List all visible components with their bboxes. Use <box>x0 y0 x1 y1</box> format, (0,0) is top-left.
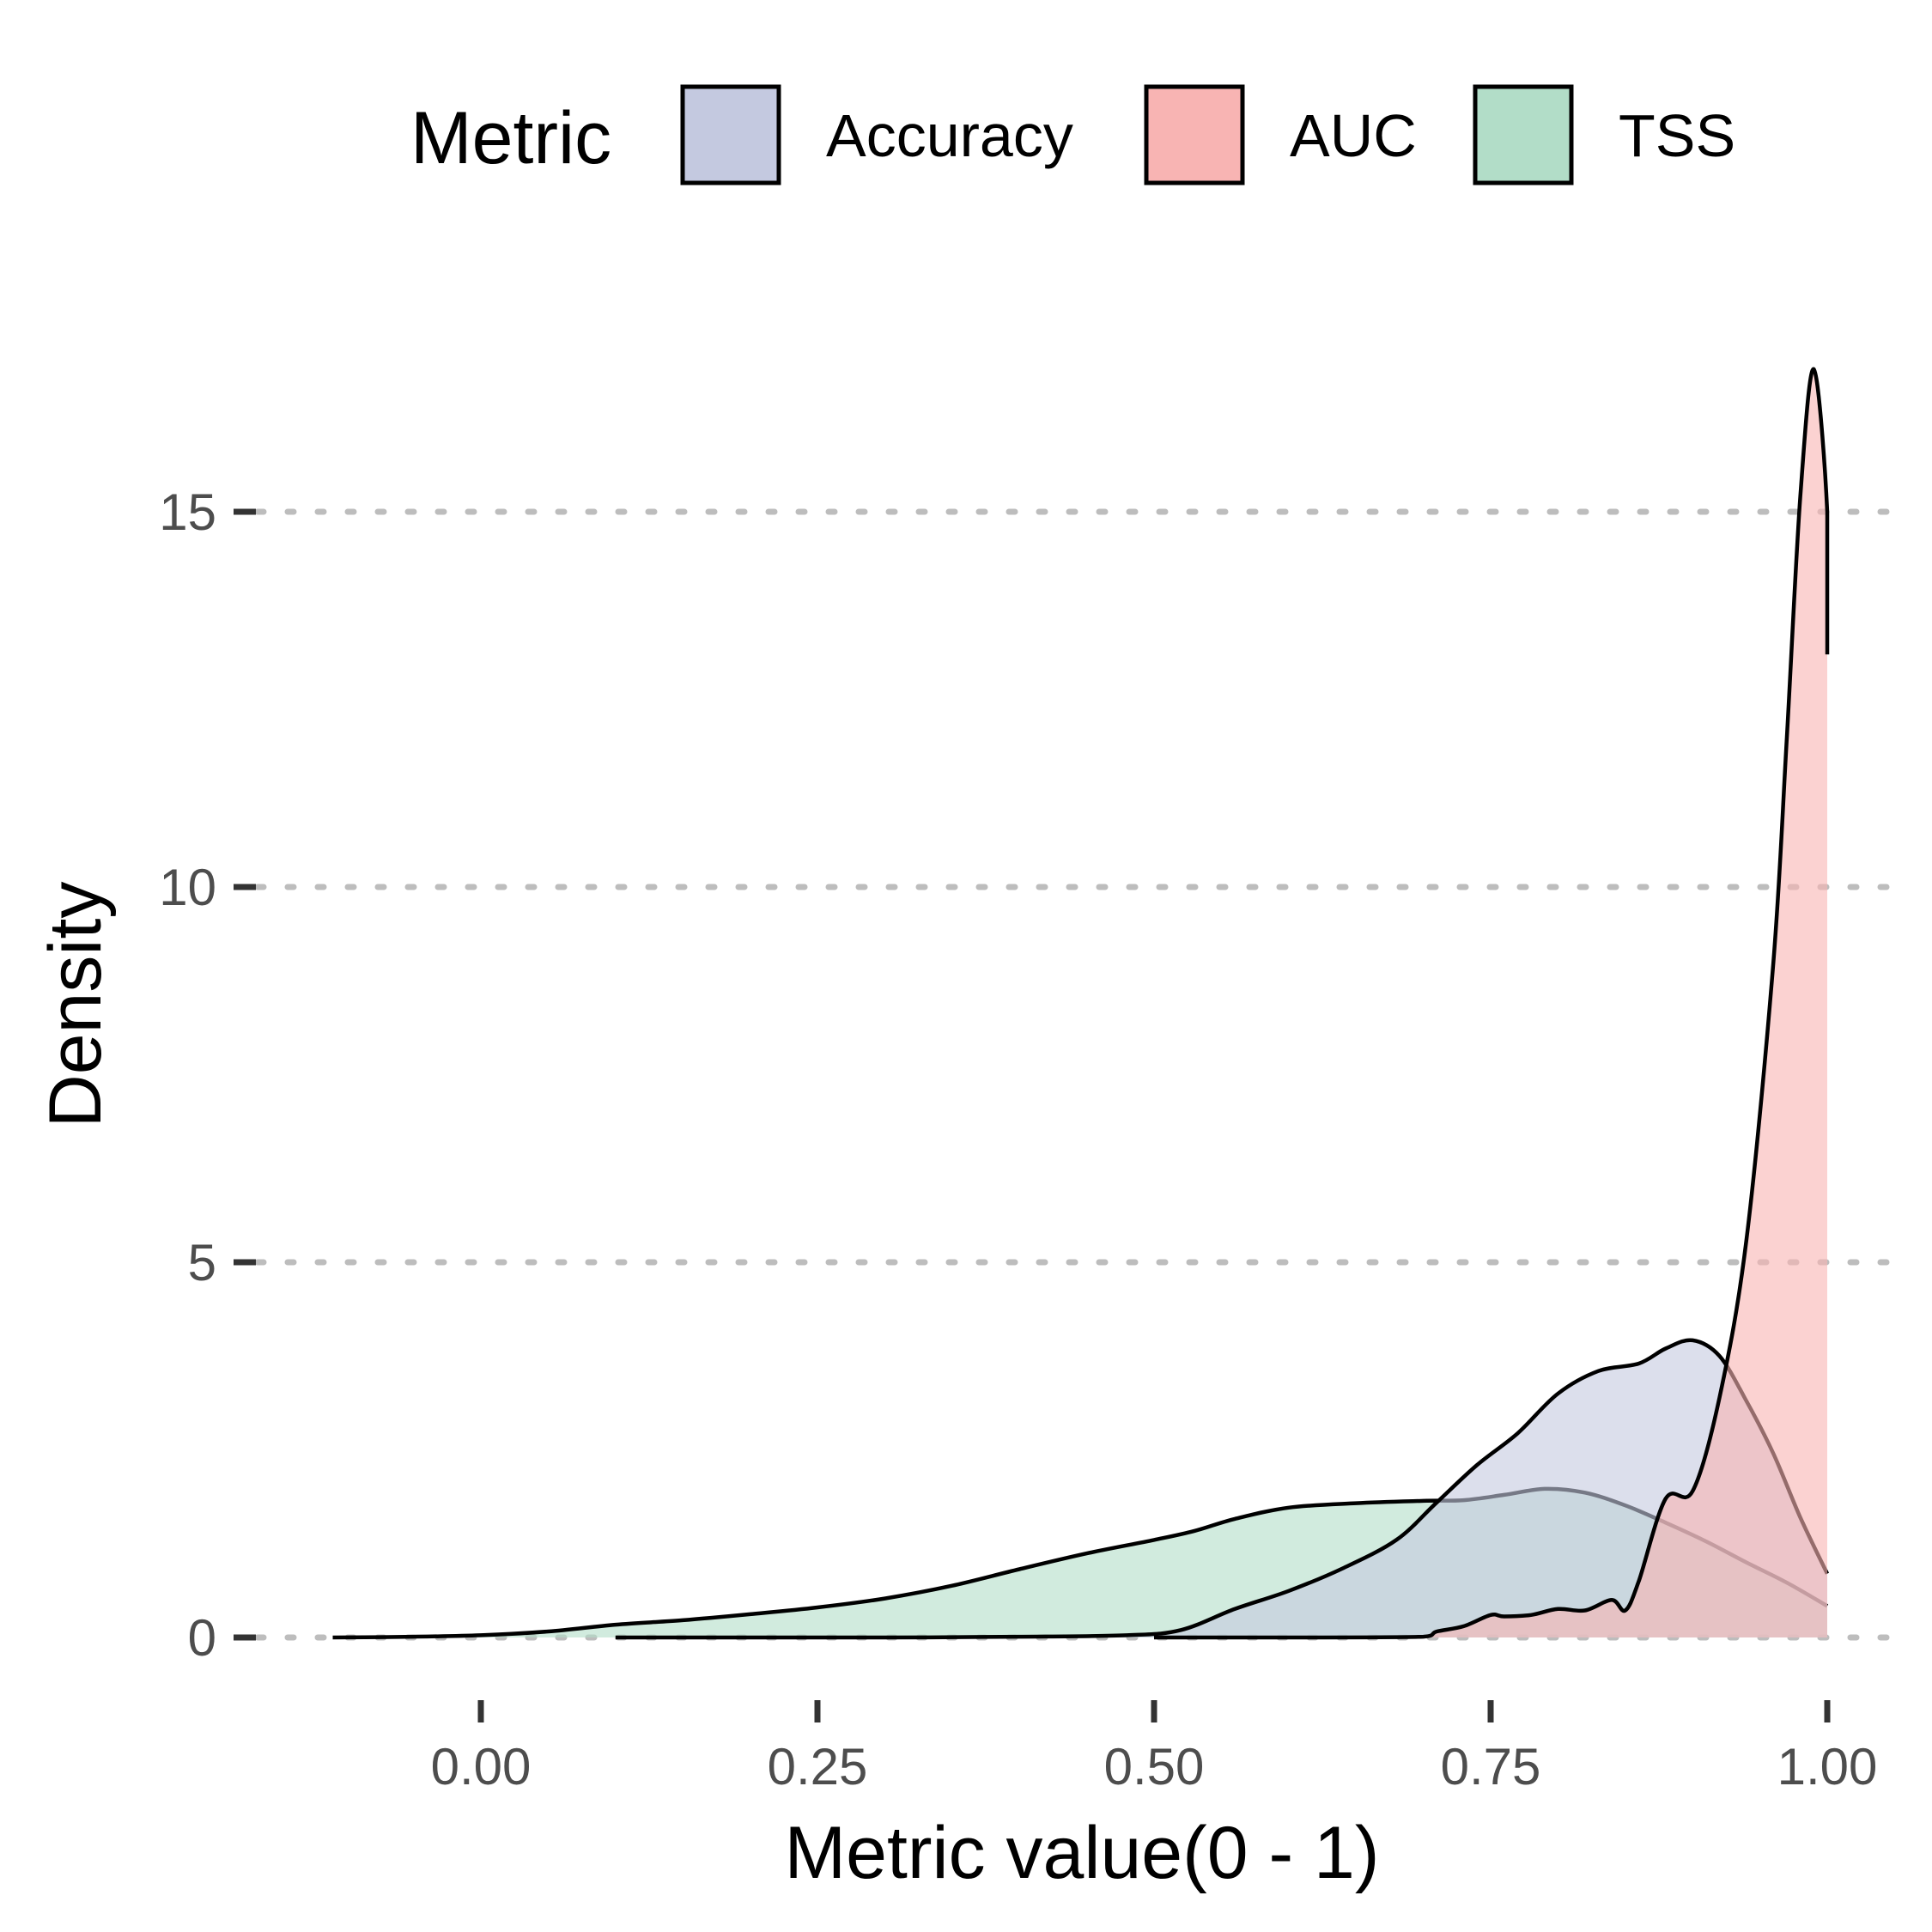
y-tick-label: 0 <box>188 1609 216 1667</box>
density-line-auc <box>1154 367 1830 1640</box>
y-tick-label: 5 <box>188 1234 216 1291</box>
x-tick-label: 0.00 <box>431 1738 532 1795</box>
y-tick-label: 15 <box>159 483 216 541</box>
y-axis-title: Density <box>34 882 117 1128</box>
x-axis-title: Metric value(0 - 1) <box>785 1812 1380 1894</box>
legend-swatch-accuracy <box>680 84 781 185</box>
x-tick-label: 0.50 <box>1104 1738 1205 1795</box>
legend-label-tss: TSS <box>1619 102 1735 169</box>
legend-label-accuracy: Accuracy <box>826 102 1073 169</box>
x-axis: 0.00 0.25 0.50 0.75 1.00 <box>431 1700 1878 1795</box>
density-areas <box>332 367 1830 1640</box>
density-line-accuracy <box>615 1338 1830 1640</box>
x-tick-label: 1.00 <box>1777 1738 1878 1795</box>
density-area-auc <box>1154 368 1827 1637</box>
y-tick-label: 10 <box>159 859 216 916</box>
y-axis: 0 5 10 15 <box>159 483 256 1667</box>
x-tick-label: 0.75 <box>1441 1738 1541 1795</box>
legend-title: Metric <box>410 97 611 179</box>
legend-swatch-tss <box>1473 84 1574 185</box>
legend-label-auc: AUC <box>1290 102 1417 169</box>
legend: Metric Accuracy AUC TSS <box>410 84 1735 185</box>
x-tick-label: 0.25 <box>768 1738 868 1795</box>
legend-swatch-auc <box>1144 84 1245 185</box>
density-area-accuracy <box>615 1340 1827 1637</box>
